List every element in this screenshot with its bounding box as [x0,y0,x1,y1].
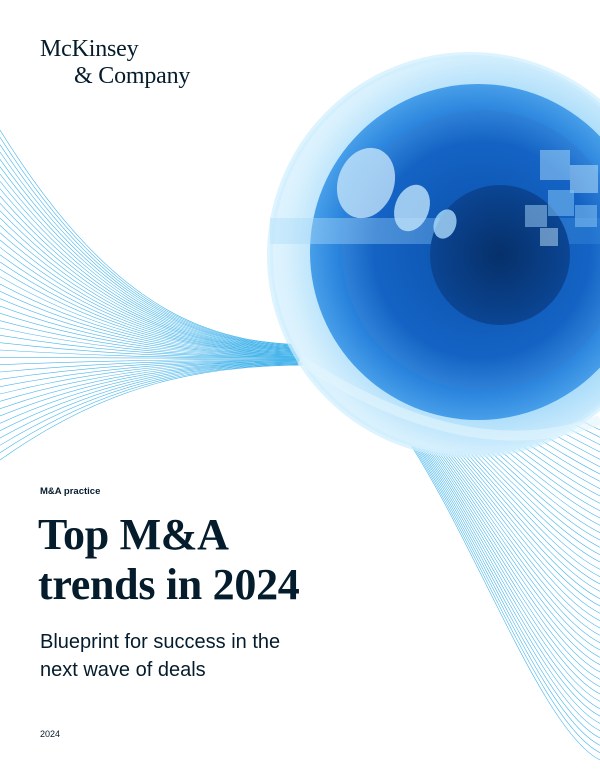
report-subtitle: Blueprint for success in the next wave o… [40,628,280,684]
logo-line-1: McKinsey [40,36,139,62]
subtitle-line-1: Blueprint for success in the [40,631,281,653]
publication-year: 2024 [40,729,61,739]
glass-sphere-graphic [267,52,600,458]
title-line-1: Top M&A [38,510,229,559]
logo-line-2: & Company [74,63,191,89]
report-title: Top M&A trends in 2024 [38,510,300,610]
mckinsey-logo: McKinsey & Company [40,36,190,90]
practice-label: M&A practice [40,486,101,497]
title-line-2: trends in 2024 [38,560,300,609]
subtitle-line-2: next wave of deals [40,659,206,681]
